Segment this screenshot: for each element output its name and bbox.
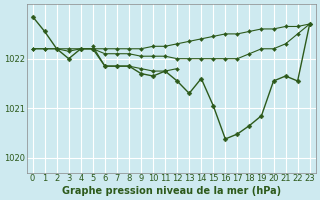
X-axis label: Graphe pression niveau de la mer (hPa): Graphe pression niveau de la mer (hPa) <box>61 186 281 196</box>
